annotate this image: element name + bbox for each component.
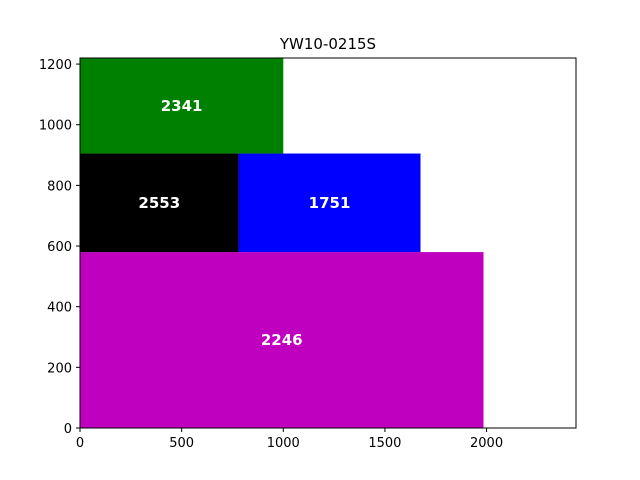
- y-tick-label: 400: [47, 301, 72, 316]
- y-tick-label: 800: [47, 179, 72, 194]
- rect-2341: [80, 58, 284, 154]
- y-tick-label: 1000: [39, 119, 72, 134]
- rect-label-2246: 2246: [261, 331, 303, 349]
- y-tick-label: 600: [47, 240, 72, 255]
- x-tick-label: 0: [76, 436, 84, 451]
- chart-title: YW10-0215S: [279, 35, 376, 53]
- rect-label-1751: 1751: [309, 194, 351, 212]
- x-tick-label: 1500: [368, 436, 401, 451]
- y-tick-label: 1200: [39, 58, 72, 73]
- rect-2246: [80, 252, 484, 428]
- rect-label-2341: 2341: [161, 97, 203, 115]
- rect-1751: [238, 153, 421, 253]
- rectangles-layer: 2246 2553 1751 2341: [80, 58, 484, 428]
- rect-label-2553: 2553: [138, 194, 180, 212]
- x-tick-label: 2000: [470, 436, 503, 451]
- x-tick-label: 1000: [267, 436, 300, 451]
- y-axis: 0 200 400 600 800 1000 1200: [39, 58, 80, 437]
- x-tick-label: 500: [169, 436, 194, 451]
- y-tick-label: 200: [47, 361, 72, 376]
- y-tick-label: 0: [64, 422, 72, 437]
- plot-frame: [79, 57, 577, 429]
- rect-2553: [80, 153, 239, 253]
- x-axis: 0 500 1000 1500 2000: [76, 428, 503, 451]
